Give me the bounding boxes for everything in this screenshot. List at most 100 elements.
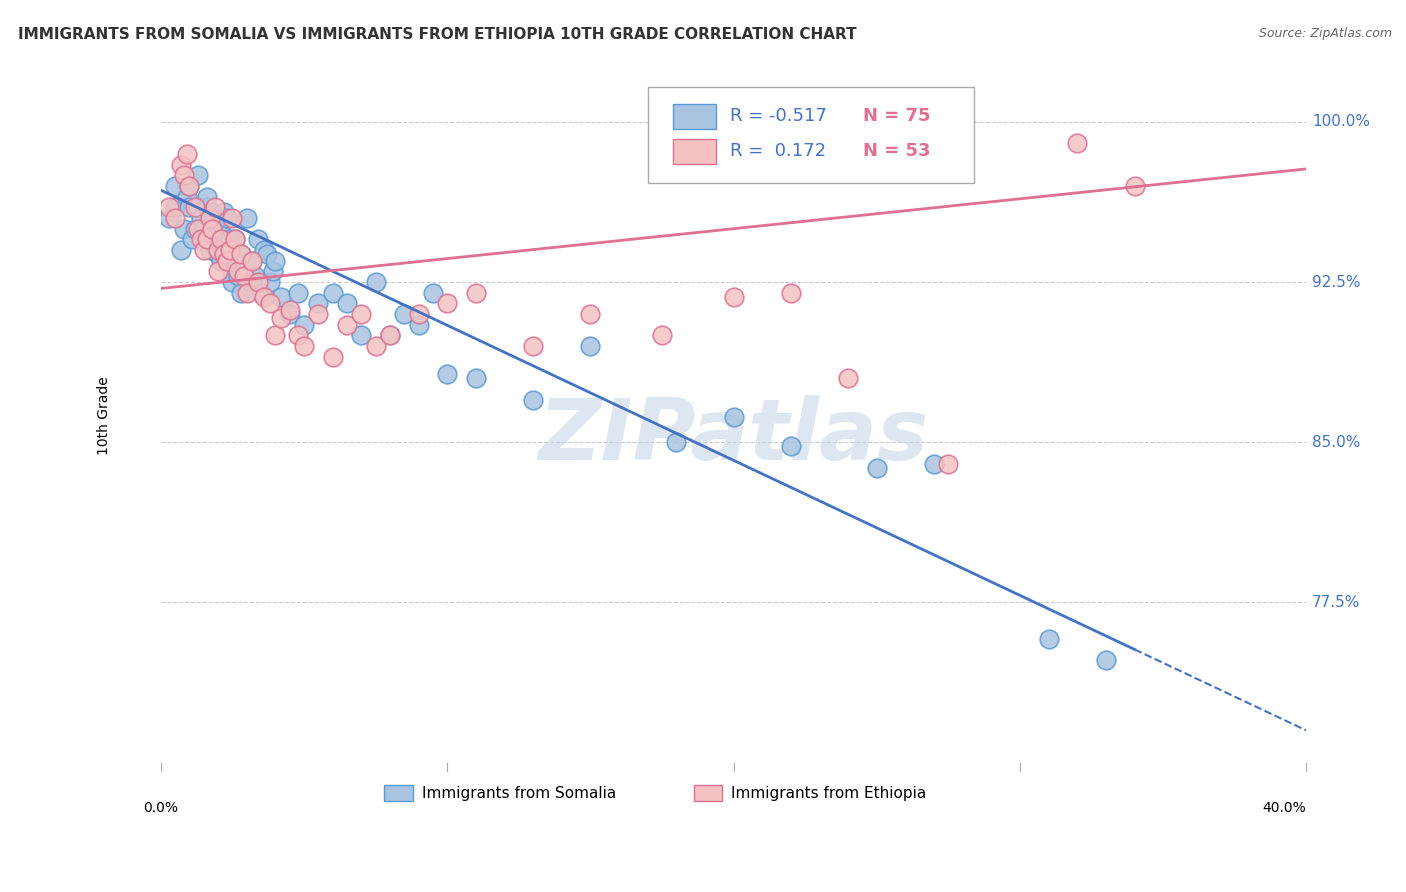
Point xyxy=(378,328,401,343)
Point xyxy=(278,307,301,321)
Point xyxy=(187,169,209,183)
Point xyxy=(837,371,859,385)
Point xyxy=(190,211,212,225)
Point xyxy=(165,178,187,193)
Point xyxy=(422,285,444,300)
Point xyxy=(307,307,329,321)
Bar xyxy=(693,786,723,801)
Point xyxy=(1066,136,1088,151)
Point xyxy=(229,247,252,261)
Point xyxy=(176,189,198,203)
Point xyxy=(179,200,201,214)
Point xyxy=(215,211,238,225)
Point xyxy=(242,253,264,268)
Point xyxy=(307,296,329,310)
Point xyxy=(436,367,458,381)
Text: 0.0%: 0.0% xyxy=(143,801,179,815)
Text: N = 75: N = 75 xyxy=(863,107,931,126)
FancyBboxPatch shape xyxy=(648,87,974,183)
Point xyxy=(242,253,264,268)
Point xyxy=(212,247,235,261)
Point xyxy=(170,158,193,172)
Point xyxy=(287,328,309,343)
Text: 85.0%: 85.0% xyxy=(1312,434,1361,450)
Text: R = -0.517: R = -0.517 xyxy=(730,107,827,126)
Text: IMMIGRANTS FROM SOMALIA VS IMMIGRANTS FROM ETHIOPIA 10TH GRADE CORRELATION CHART: IMMIGRANTS FROM SOMALIA VS IMMIGRANTS FR… xyxy=(18,27,856,42)
Point xyxy=(264,253,287,268)
Point xyxy=(224,232,246,246)
Point xyxy=(270,290,292,304)
Point xyxy=(226,264,249,278)
Point xyxy=(464,371,486,385)
Text: N = 53: N = 53 xyxy=(863,142,931,160)
Point xyxy=(322,350,344,364)
Point xyxy=(224,253,246,268)
Point xyxy=(287,285,309,300)
Point xyxy=(270,311,292,326)
Point xyxy=(236,211,259,225)
Point xyxy=(173,221,195,235)
Text: 77.5%: 77.5% xyxy=(1312,595,1361,610)
Point xyxy=(176,147,198,161)
Point xyxy=(866,460,889,475)
Point xyxy=(236,285,259,300)
Point xyxy=(215,253,238,268)
Point xyxy=(350,328,373,343)
Point xyxy=(209,253,232,268)
Point xyxy=(262,264,284,278)
Point xyxy=(259,296,281,310)
Point xyxy=(218,243,240,257)
Point xyxy=(1123,178,1146,193)
Point xyxy=(264,328,287,343)
Point xyxy=(212,243,235,257)
Point xyxy=(1095,653,1118,667)
Point xyxy=(195,200,218,214)
Point xyxy=(464,285,486,300)
Point xyxy=(198,232,221,246)
Point xyxy=(193,232,215,246)
Point xyxy=(247,232,270,246)
Point xyxy=(394,307,416,321)
Point xyxy=(780,440,803,454)
Point xyxy=(259,275,281,289)
Point xyxy=(278,302,301,317)
Bar xyxy=(673,138,717,163)
Point xyxy=(221,211,243,225)
Point xyxy=(159,200,181,214)
Point xyxy=(198,243,221,257)
Point xyxy=(522,392,544,407)
Point xyxy=(336,296,359,310)
Point xyxy=(159,211,181,225)
Point xyxy=(209,232,232,246)
Text: Immigrants from Somalia: Immigrants from Somalia xyxy=(422,786,616,800)
Point xyxy=(226,268,249,283)
Point xyxy=(579,339,602,353)
Point xyxy=(322,285,344,300)
Point xyxy=(207,243,229,257)
Point xyxy=(232,264,254,278)
Bar xyxy=(384,786,413,801)
Point xyxy=(181,232,204,246)
Point xyxy=(195,189,218,203)
Point xyxy=(245,268,267,283)
Point xyxy=(723,409,745,424)
Point xyxy=(204,239,226,253)
Point xyxy=(522,339,544,353)
Point xyxy=(209,218,232,232)
Point xyxy=(193,243,215,257)
Point xyxy=(187,221,209,235)
Text: ZIPatlas: ZIPatlas xyxy=(538,395,929,478)
Point xyxy=(204,200,226,214)
Text: R =  0.172: R = 0.172 xyxy=(730,142,827,160)
Point xyxy=(229,247,252,261)
Point xyxy=(179,178,201,193)
Point xyxy=(239,275,262,289)
Point xyxy=(193,221,215,235)
Point xyxy=(218,247,240,261)
Point xyxy=(170,243,193,257)
Point xyxy=(350,307,373,321)
Point xyxy=(173,169,195,183)
Point xyxy=(256,247,278,261)
Point xyxy=(253,290,276,304)
Point xyxy=(247,275,270,289)
